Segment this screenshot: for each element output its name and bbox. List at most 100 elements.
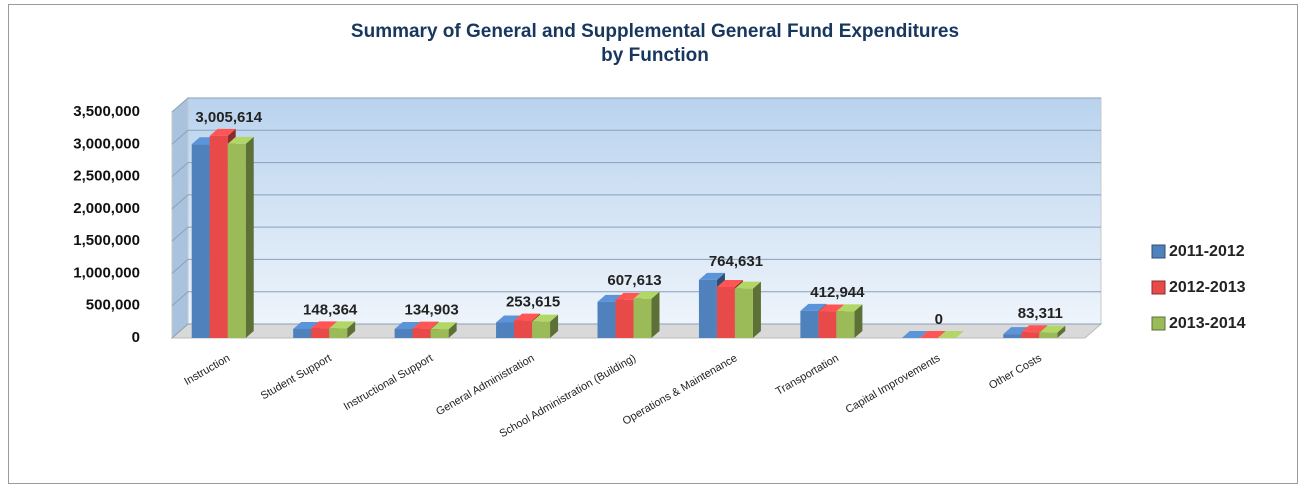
bar-group bbox=[633, 291, 660, 338]
bar bbox=[698, 279, 717, 338]
x-tick-label: General Administration bbox=[434, 352, 536, 418]
bar bbox=[514, 320, 533, 338]
bar-top bbox=[716, 279, 743, 287]
bar bbox=[800, 310, 819, 338]
bar-side bbox=[448, 322, 457, 338]
data-label: 83,311 bbox=[1018, 305, 1063, 322]
bar bbox=[532, 321, 551, 338]
grid-line bbox=[171, 226, 1101, 242]
bar-side bbox=[752, 281, 761, 338]
y-tick-label: 2,500,000 bbox=[73, 168, 140, 185]
bar bbox=[293, 328, 312, 338]
bar-top bbox=[901, 331, 928, 338]
bar-group bbox=[227, 136, 254, 338]
bar-group bbox=[937, 331, 964, 338]
frame bbox=[8, 4, 1298, 484]
bar bbox=[394, 328, 413, 338]
grid-line bbox=[171, 258, 1101, 274]
side-wall bbox=[171, 96, 189, 340]
bar-top bbox=[919, 331, 946, 338]
bar-top bbox=[311, 321, 338, 329]
bar-group bbox=[734, 281, 761, 338]
bar-group bbox=[430, 322, 457, 338]
x-tick-label: Capital Improvements bbox=[844, 352, 943, 416]
legend-label: 2013-2014 bbox=[1169, 315, 1246, 332]
bar bbox=[734, 288, 753, 338]
bar bbox=[209, 135, 228, 338]
bar-top bbox=[412, 321, 439, 329]
legend-swatch bbox=[1151, 316, 1166, 331]
bar bbox=[1003, 334, 1022, 338]
bar bbox=[329, 328, 348, 338]
bar bbox=[311, 328, 330, 338]
grid-line bbox=[171, 291, 1101, 307]
bar bbox=[1039, 332, 1058, 338]
bar-top bbox=[800, 303, 827, 311]
bar-group bbox=[532, 314, 559, 338]
legend-label: 2011-2012 bbox=[1169, 243, 1245, 260]
data-label: 3,005,614 bbox=[195, 109, 262, 126]
bar-side bbox=[651, 291, 660, 338]
bar bbox=[818, 311, 837, 338]
bar-side bbox=[245, 136, 254, 338]
bar-group bbox=[1039, 325, 1066, 338]
bar bbox=[597, 301, 616, 338]
x-tick-label: Transportation bbox=[774, 352, 841, 398]
data-label: 148,364 bbox=[303, 301, 358, 318]
legend-swatch bbox=[1151, 244, 1166, 259]
back-wall bbox=[187, 97, 1102, 325]
bar-top bbox=[209, 128, 236, 136]
grid-line bbox=[171, 129, 1101, 145]
bar bbox=[1021, 332, 1040, 338]
y-tick-label: 0 bbox=[132, 329, 140, 346]
bar bbox=[191, 144, 210, 338]
bar-group bbox=[836, 304, 863, 338]
data-label: 412,944 bbox=[810, 284, 865, 301]
bar-side bbox=[347, 321, 356, 338]
y-tick-label: 2,000,000 bbox=[73, 200, 140, 217]
grid-line bbox=[171, 323, 1101, 339]
grid-line bbox=[171, 97, 1101, 113]
bar-top bbox=[633, 291, 660, 299]
bar-side bbox=[550, 314, 559, 338]
x-tick-label: Operations & Maintenance bbox=[621, 352, 740, 428]
bar bbox=[615, 299, 634, 338]
grid-line bbox=[171, 194, 1101, 210]
bar-top bbox=[394, 321, 421, 329]
bar-top bbox=[836, 304, 863, 312]
data-label: 134,903 bbox=[404, 302, 458, 319]
y-tick-label: 500,000 bbox=[86, 297, 140, 314]
x-tick-label: Instructional Support bbox=[342, 352, 435, 413]
bar-side bbox=[854, 304, 863, 338]
bar-group bbox=[919, 331, 946, 338]
bar-group bbox=[901, 331, 928, 338]
bar-top bbox=[1021, 325, 1048, 333]
chart-title: Summary of General and Supplemental Gene… bbox=[350, 21, 960, 66]
bar-top bbox=[532, 314, 559, 322]
data-label: 253,615 bbox=[506, 294, 560, 311]
x-tick-label: Instruction bbox=[182, 352, 232, 388]
data-label: 0 bbox=[935, 311, 943, 328]
data-label: 607,613 bbox=[607, 272, 661, 289]
bar bbox=[227, 143, 246, 338]
bar bbox=[430, 329, 449, 338]
bar-top bbox=[734, 281, 761, 289]
bar bbox=[496, 322, 515, 338]
legend-swatch bbox=[1151, 280, 1166, 295]
bar-top bbox=[1039, 325, 1066, 333]
bar bbox=[716, 286, 735, 338]
bar-group bbox=[329, 321, 356, 338]
bar-top bbox=[227, 136, 254, 144]
bar-top bbox=[514, 313, 541, 321]
bar-top bbox=[937, 331, 964, 338]
y-tick-label: 3,500,000 bbox=[73, 103, 140, 120]
x-tick-label: Other Costs bbox=[987, 352, 1044, 392]
bar bbox=[836, 311, 855, 338]
x-tick-label: Student Support bbox=[259, 352, 334, 402]
legend-label: 2012-2013 bbox=[1169, 279, 1246, 296]
bar-side bbox=[1057, 325, 1066, 338]
bar bbox=[633, 298, 652, 338]
bar-top bbox=[329, 321, 356, 329]
